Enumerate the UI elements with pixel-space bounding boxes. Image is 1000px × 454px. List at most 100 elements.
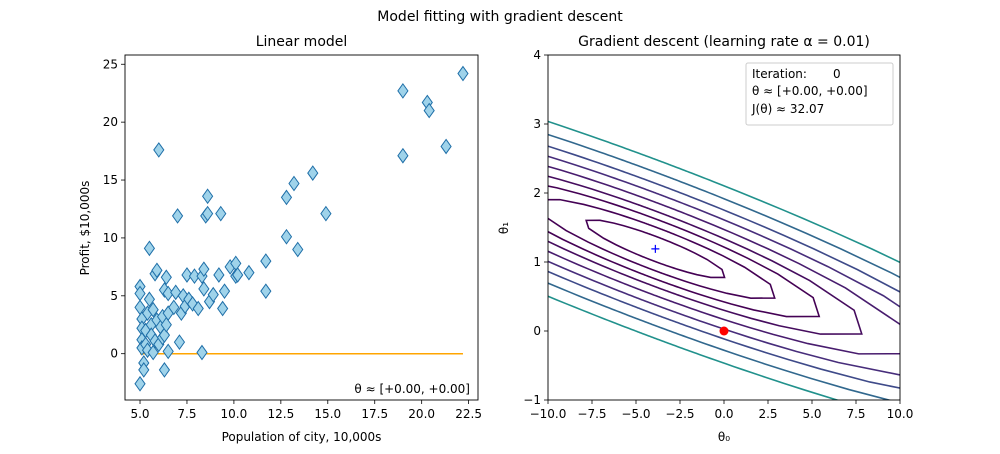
x-tick-label: 5.0 bbox=[802, 407, 821, 421]
scatter-point bbox=[218, 283, 231, 300]
x-tick-label: 10.0 bbox=[887, 407, 914, 421]
scatter-point bbox=[162, 343, 174, 360]
y-tick-label: 25 bbox=[103, 57, 118, 71]
scatter-point bbox=[134, 375, 146, 392]
y-tick-label: 2 bbox=[533, 186, 541, 200]
x-tick-label: 15.0 bbox=[314, 407, 341, 421]
scatter-point bbox=[198, 280, 210, 297]
x-tick-label: 12.5 bbox=[267, 407, 294, 421]
scatter-point bbox=[196, 344, 208, 361]
linear-model-ticks: 5.0 7.5 10.0 12.5 15.0 17.5 20.0 22.5 0 5 10 15 20 25 bbox=[103, 57, 482, 421]
scatter-point bbox=[198, 261, 210, 278]
contour-line bbox=[548, 198, 776, 299]
y-tick-label: 20 bbox=[103, 115, 118, 129]
linear-model-annotation: θ ≈ [+0.00, +0.00] bbox=[354, 382, 470, 396]
scatter-point bbox=[260, 283, 272, 300]
x-tick-label: −2.5 bbox=[665, 407, 694, 421]
y-tick-label: −1 bbox=[523, 393, 541, 407]
x-tick-label: 5.0 bbox=[130, 407, 149, 421]
scatter-point bbox=[232, 267, 244, 283]
scatter-point bbox=[192, 300, 204, 317]
scatter-point bbox=[320, 205, 332, 222]
gradient-descent-title: Gradient descent (learning rate α = 0.01… bbox=[578, 34, 870, 50]
current-theta-point bbox=[719, 326, 729, 336]
scatter-point bbox=[173, 334, 186, 350]
minimum-marker bbox=[651, 244, 660, 253]
scatter-point bbox=[440, 138, 452, 155]
x-tick-label: 7.5 bbox=[846, 407, 865, 421]
scatter-point bbox=[147, 344, 159, 361]
scatter-point bbox=[292, 241, 304, 258]
scatter-point bbox=[202, 188, 214, 205]
scatter-point bbox=[153, 142, 165, 158]
y-tick-label: 1 bbox=[533, 255, 541, 269]
scatter-point bbox=[243, 264, 255, 281]
x-tick-label: −5.0 bbox=[621, 407, 650, 421]
x-tick-label: −7.5 bbox=[577, 407, 606, 421]
figure-title: Model fitting with gradient descent bbox=[377, 9, 623, 25]
scatter-point bbox=[168, 299, 180, 316]
x-tick-label: 17.5 bbox=[361, 407, 388, 421]
scatter-point bbox=[423, 102, 435, 119]
linear-model-ylabel: Profit, $10,000s bbox=[78, 181, 92, 276]
linear-model-plot-area bbox=[134, 65, 469, 392]
contour-line bbox=[548, 155, 900, 376]
x-tick-label: 7.5 bbox=[177, 407, 196, 421]
x-tick-label: 2.5 bbox=[758, 407, 777, 421]
x-tick-label: 0.0 bbox=[714, 407, 733, 421]
contour-line bbox=[548, 165, 900, 355]
contour-line bbox=[548, 185, 821, 318]
y-tick-label: 15 bbox=[103, 173, 118, 187]
gradient-descent-ylabel: θ₁ bbox=[497, 222, 511, 234]
scatter-point bbox=[260, 253, 272, 269]
scatter-point bbox=[288, 175, 300, 192]
scatter-point bbox=[213, 267, 225, 283]
x-tick-label: 22.5 bbox=[455, 407, 482, 421]
scatter-point bbox=[143, 240, 156, 257]
x-tick-label: −10.0 bbox=[530, 407, 567, 421]
x-tick-label: 20.0 bbox=[408, 407, 435, 421]
scatter-point bbox=[158, 362, 171, 378]
gradient-descent-xlabel: θ₀ bbox=[718, 430, 730, 444]
y-tick-label: 3 bbox=[533, 117, 541, 131]
scatter-point bbox=[171, 208, 184, 224]
gradient-descent-axes-frame bbox=[547, 54, 901, 401]
scatter-point bbox=[160, 269, 172, 286]
y-tick-label: 0 bbox=[110, 347, 118, 361]
scatter-point bbox=[457, 65, 469, 82]
x-tick-label: 10.0 bbox=[221, 407, 248, 421]
gradient-descent-panel: Gradient descent (learning rate α = 0.01… bbox=[497, 34, 913, 444]
scatter-point bbox=[202, 205, 214, 222]
contour-line bbox=[548, 133, 900, 400]
y-tick-label: 4 bbox=[533, 48, 541, 62]
scatter-point bbox=[217, 300, 229, 317]
scatter-point bbox=[215, 205, 227, 222]
y-tick-label: 0 bbox=[533, 324, 541, 338]
scatter-point bbox=[147, 301, 159, 318]
linear-model-axes-frame bbox=[124, 54, 479, 401]
scatter-point bbox=[397, 147, 409, 164]
scatter-point bbox=[151, 262, 163, 279]
scatter-point bbox=[181, 267, 193, 283]
scatter-point bbox=[397, 83, 409, 99]
scatter-point bbox=[280, 228, 293, 245]
gradient-descent-info-box: Iteration: 0 θ ≈ [+0.00, +0.00] J(θ) ≈ 3… bbox=[745, 62, 894, 126]
info-iteration-label: Iteration: bbox=[752, 67, 807, 81]
y-tick-label: 5 bbox=[110, 289, 118, 303]
linear-model-xlabel: Population of city, 10,000s bbox=[222, 430, 382, 444]
contour-line bbox=[585, 219, 726, 279]
scatter-point bbox=[160, 316, 172, 333]
contour-line bbox=[548, 175, 863, 335]
scatter-point bbox=[143, 291, 156, 308]
y-tick-label: 10 bbox=[103, 231, 118, 245]
info-iteration-value: 0 bbox=[833, 67, 841, 81]
info-cost: J(θ) ≈ 32.07 bbox=[751, 102, 824, 116]
info-theta: θ ≈ [+0.00, +0.00] bbox=[752, 84, 868, 98]
linear-model-panel: Linear model 5.0 7.5 10.0 12.5 15.0 17.5 20.0 2… bbox=[78, 34, 482, 444]
scatter-point bbox=[280, 189, 293, 206]
scatter-point bbox=[188, 268, 201, 284]
gradient-descent-ticks: −10.0 −7.5 −5.0 −2.5 0.0 2.5 5.0 7.5 10.0 −1 0 1 2 3 4 bbox=[523, 48, 913, 421]
scatter-point bbox=[207, 286, 219, 303]
contour-line bbox=[548, 145, 900, 389]
